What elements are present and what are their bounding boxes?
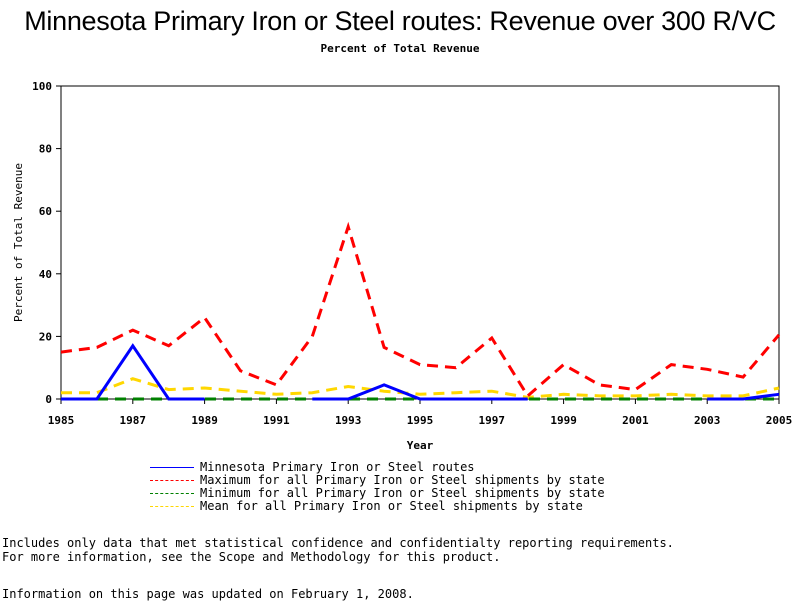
y-tick-label: 40 [39, 268, 52, 281]
y-tick-label: 100 [32, 80, 52, 93]
line-chart: 0 20 40 60 80 100 1985 1987 1989 1991 1993 1995 1997… [12, 80, 793, 452]
series-line-1 [707, 392, 780, 401]
y-axis-label: Percent of Total Revenue [12, 163, 25, 322]
x-tick-label: 2001 [622, 414, 649, 427]
y-tick-label: 80 [39, 143, 52, 156]
legend-swatch [150, 467, 194, 468]
x-tick-label: 1985 [48, 414, 75, 427]
x-tick-label: 1997 [479, 414, 506, 427]
update-notice: Information on this page was updated on … [2, 587, 414, 601]
footnotes: Includes only data that met statistical … [2, 536, 674, 564]
series-line-4 [61, 377, 780, 399]
legend-item: Minnesota Primary Iron or Steel routes [150, 461, 605, 474]
footnote-methodology: For more information, see the Scope and … [2, 550, 501, 564]
chart-subtitle: Percent of Total Revenue [320, 42, 480, 55]
chart-title: Minnesota Primary Iron or Steel routes: … [24, 6, 776, 36]
y-tick-label: 0 [45, 393, 52, 406]
x-tick-label: 1989 [191, 414, 218, 427]
x-axis-label: Year [407, 439, 434, 452]
x-tick-label: 1991 [263, 414, 290, 427]
legend-swatch [150, 480, 194, 481]
chart-legend: Minnesota Primary Iron or Steel routes Ma… [150, 461, 605, 513]
y-tick-label: 20 [39, 330, 52, 343]
legend-swatch [150, 493, 194, 494]
x-tick-label: 1993 [335, 414, 362, 427]
x-tick-label: 1999 [550, 414, 577, 427]
legend-item: Maximum for all Primary Iron or Steel sh… [150, 474, 605, 487]
legend-label: Maximum for all Primary Iron or Steel sh… [200, 473, 605, 487]
x-tick-label: 2005 [766, 414, 793, 427]
x-tick-label: 2003 [694, 414, 721, 427]
legend-swatch [150, 506, 194, 507]
x-tick-label: 1987 [120, 414, 147, 427]
footnote-confidence: Includes only data that met statistical … [2, 536, 674, 550]
legend-label: Minnesota Primary Iron or Steel routes [200, 460, 475, 474]
legend-item: Mean for all Primary Iron or Steel shipm… [150, 500, 605, 513]
x-tick-label: 1995 [407, 414, 434, 427]
series-line-2 [60, 221, 781, 399]
plot-frame [60, 85, 780, 400]
series-line-1 [61, 343, 205, 401]
legend-label: Mean for all Primary Iron or Steel shipm… [200, 499, 583, 513]
legend-label: Minimum for all Primary Iron or Steel sh… [200, 486, 605, 500]
legend-item: Minimum for all Primary Iron or Steel sh… [150, 487, 605, 500]
series-line-1 [312, 383, 528, 401]
y-tick-label: 60 [39, 205, 52, 218]
